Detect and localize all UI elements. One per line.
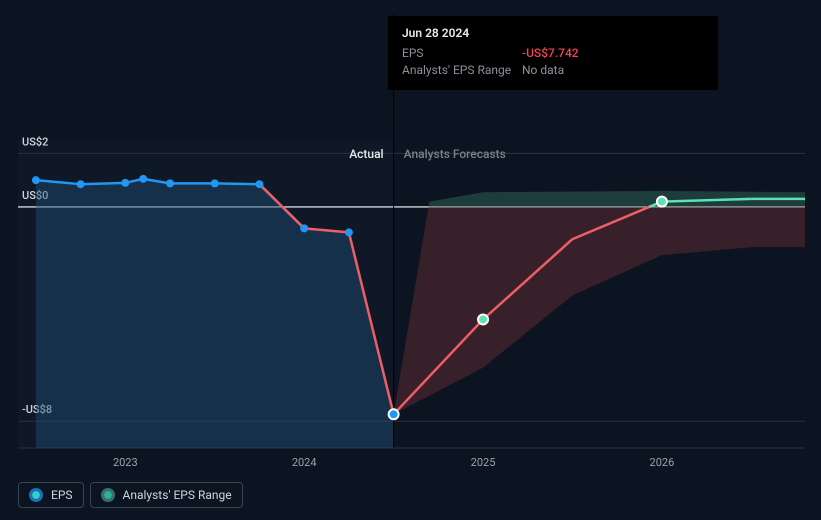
tooltip-row: EPS-US$7.742 xyxy=(402,46,704,60)
eps-marker[interactable] xyxy=(255,180,263,188)
legend-item-label: Analysts' EPS Range xyxy=(123,488,232,502)
eps-forecast-chart: US$2US$0-US$82023202420252026ActualAnaly… xyxy=(0,0,821,520)
x-tick-label: 2025 xyxy=(471,456,496,469)
chart-tooltip: Jun 28 2024EPS-US$7.742Analysts' EPS Ran… xyxy=(388,16,718,90)
tooltip-row-label: EPS xyxy=(402,46,522,60)
region-label-forecast: Analysts Forecasts xyxy=(404,147,506,161)
eps-forecast-marker[interactable] xyxy=(478,314,488,324)
tooltip-row: Analysts' EPS RangeNo data xyxy=(402,63,704,77)
legend-item-label: EPS xyxy=(51,488,73,502)
legend-item-eps[interactable]: EPS xyxy=(18,482,84,508)
legend-item-range[interactable]: Analysts' EPS Range xyxy=(90,482,243,508)
tooltip-row-value: No data xyxy=(522,63,564,77)
eps-marker[interactable] xyxy=(166,179,174,187)
eps-marker[interactable] xyxy=(32,176,40,184)
legend-swatch-icon xyxy=(101,488,115,502)
eps-forecast-marker[interactable] xyxy=(657,197,667,207)
y-tick-label: US$2 xyxy=(22,135,48,148)
eps-marker[interactable] xyxy=(139,175,147,183)
tooltip-title: Jun 28 2024 xyxy=(402,26,704,40)
x-tick-label: 2023 xyxy=(113,456,138,469)
tooltip-row-value: -US$7.742 xyxy=(522,46,579,60)
legend-swatch-icon xyxy=(29,488,43,502)
x-tick-label: 2026 xyxy=(650,456,675,469)
region-label-actual: Actual xyxy=(349,147,383,161)
tooltip-row-label: Analysts' EPS Range xyxy=(402,63,522,77)
eps-marker[interactable] xyxy=(77,180,85,188)
chart-legend: EPS Analysts' EPS Range xyxy=(18,482,243,508)
eps-marker[interactable] xyxy=(300,224,308,232)
eps-forecast-marker[interactable] xyxy=(389,409,399,419)
eps-marker[interactable] xyxy=(121,179,129,187)
x-tick-label: 2024 xyxy=(292,456,317,469)
eps-marker[interactable] xyxy=(211,179,219,187)
eps-marker[interactable] xyxy=(345,228,353,236)
